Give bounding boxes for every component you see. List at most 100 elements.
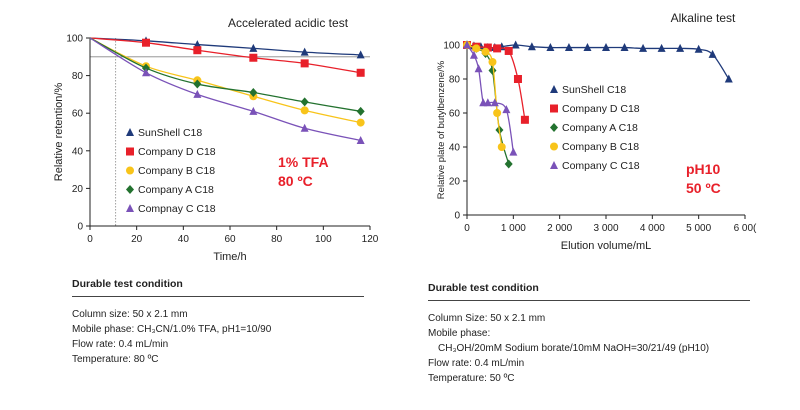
- chart1-legend-label-3: Company B C18: [138, 165, 215, 177]
- chart2-series-line-4: [466, 44, 503, 148]
- chart2-x-tick-label: 0: [464, 223, 470, 234]
- chart2-annotation-2: 50 ºC: [686, 180, 721, 196]
- chart2-series-4-point: [488, 58, 497, 66]
- conditions-right-column: Column Size: 50 x 2.1 mm: [428, 313, 546, 324]
- conditions-right-temperature: Temperature: 50 ºC: [428, 373, 515, 384]
- chart2-legend-marker-4: [550, 142, 558, 151]
- chart2-legend-marker-5: [550, 161, 558, 169]
- chart1-series-line-4: [89, 37, 361, 112]
- chart2-y-tick-label: 20: [449, 177, 461, 188]
- chart2-series-5-point: [469, 50, 478, 59]
- chart1-x-tick-label: 80: [271, 234, 283, 245]
- chart2-series-1-point: [583, 43, 592, 52]
- chart1-annotation-2: 80 ºC: [278, 173, 313, 189]
- chart2-x-axis-label: Elution volume/mL: [561, 240, 652, 252]
- chart2-series-3-point: [488, 66, 497, 75]
- chart1-series-5-point: [356, 135, 365, 144]
- chart1-series-1-point: [249, 43, 258, 52]
- chart2-series-4-point: [497, 143, 506, 151]
- chart1-series-4-point: [300, 97, 309, 107]
- chart2-legend-label-4: Company B C18: [562, 141, 639, 153]
- conditions-right: Durable test condition Column Size: 50 x…: [428, 282, 750, 386]
- chart1-y-axis-label: Relative retention/%: [53, 83, 65, 182]
- chart1-y-tick-label: 20: [72, 184, 84, 195]
- chart2-series-1-point: [724, 74, 733, 83]
- chart2-x-tick-label: 6 00(: [734, 223, 757, 234]
- chart2-series-1-point: [639, 43, 648, 52]
- conditions-left-mobile-phase: Mobile phase: CH₃CN/1.0% TFA, pH1=10/90: [72, 324, 272, 335]
- chart1-legend-marker-1: [126, 128, 134, 136]
- chart2-series-3-point: [504, 159, 513, 169]
- chart2-series-1-point: [676, 43, 685, 52]
- chart1-y-tick-label: 100: [66, 34, 83, 45]
- chart2-series-1-point: [708, 49, 717, 58]
- chart2-x-tick-label: 3 000: [593, 223, 618, 234]
- chart2-title: Alkaline test: [671, 11, 736, 25]
- chart2-series-5-point: [463, 40, 471, 49]
- chart1-title: Accelerated acidic test: [228, 16, 349, 30]
- chart2-series-5-point: [490, 98, 499, 107]
- chart2-legend-label-3: Company A C18: [562, 122, 638, 134]
- chart1-series-2-point: [193, 46, 202, 55]
- chart2-series-1-point: [694, 44, 703, 53]
- chart2-series-1-point: [657, 43, 666, 52]
- chart2-series-1-point: [564, 43, 573, 52]
- chart1-series-5-point: [142, 68, 150, 77]
- chart2-series-1-point: [620, 43, 629, 52]
- chart1-series-1-point: [193, 40, 202, 49]
- conditions-left-heading: Durable test condition: [72, 278, 183, 290]
- chart2-series-2-point: [483, 43, 492, 52]
- conditions-left-flow-rate: Flow rate: 0.4 mL/min: [72, 339, 169, 350]
- chart1-legend-marker-3: [126, 166, 134, 175]
- chart2-y-tick-label: 0: [454, 211, 460, 222]
- charts-canvas: Accelerated acidic test 0 20 40 60 80 100 0 20 40…: [53, 11, 757, 263]
- chart2-y-axis-label: Relative plate of butylbenzene/%: [436, 60, 447, 199]
- chart2-annotation-1: pH10: [686, 161, 720, 177]
- chart1-series-2-point: [356, 68, 365, 77]
- chart2-x-tick-label: 2 000: [547, 223, 572, 234]
- chart1-series-line-3: [89, 37, 361, 124]
- chart1-legend-label-2: Company D C18: [138, 146, 216, 158]
- chart2-legend-marker-1: [550, 85, 558, 93]
- chart2-legend-label-5: Company C C18: [562, 160, 640, 172]
- chart2-series-1-point: [511, 40, 520, 49]
- chart1-y-tick-label: 60: [72, 109, 84, 120]
- conditions-right-mobile-phase-label: Mobile phase:: [428, 328, 491, 339]
- chart2-legend-label-2: Company D C18: [562, 103, 640, 115]
- conditions-right-divider: [428, 300, 750, 301]
- chart2-y-tick-label: 80: [449, 75, 461, 86]
- chart1-series-4-point: [193, 79, 202, 89]
- chart1-series-5-point: [300, 123, 309, 132]
- chart2-legend-marker-3: [550, 123, 558, 132]
- chart2-series-4-point: [493, 109, 502, 117]
- chart2-series-1-point: [527, 42, 536, 51]
- chart1-series-3-point: [300, 106, 309, 115]
- chart1-legend-marker-2: [126, 147, 134, 156]
- chart1-x-tick-label: 0: [87, 234, 93, 245]
- chart1-series-1-point: [300, 47, 309, 56]
- conditions-right-mobile-phase: CH₃OH/20mM Sodium borate/10mM NaOH=30/21…: [438, 343, 710, 354]
- chart2-series-2-point: [504, 46, 513, 55]
- chart1-y-tick-label: 80: [72, 71, 84, 82]
- chart1-x-tick-label: 40: [178, 234, 190, 245]
- chart1-series-line-2: [89, 37, 361, 74]
- chart2-y-tick-label: 60: [449, 109, 461, 120]
- conditions-left-divider: [72, 296, 364, 297]
- conditions-left: Durable test condition Column size: 50 x…: [72, 278, 364, 367]
- chart1-legend-marker-5: [126, 204, 134, 212]
- chart1-series-line-5: [89, 37, 361, 142]
- chart2-series-2-point: [513, 75, 522, 83]
- chart1-series-line-1: [89, 37, 361, 56]
- chart2-x-tick-label: 4 000: [640, 223, 665, 234]
- chart2-series-5-point: [474, 64, 483, 73]
- conditions-right-flow-rate: Flow rate: 0.4 mL/min: [428, 358, 525, 369]
- chart1-series-2-point: [300, 59, 309, 68]
- chart2-series-5-point: [509, 147, 518, 156]
- chart1-legend-marker-4: [126, 185, 134, 194]
- chart2-series-5-point: [483, 98, 492, 107]
- conditions-right-heading: Durable test condition: [428, 282, 539, 294]
- chart2-series-4-point: [481, 47, 490, 56]
- chart1-y-tick-label: 40: [72, 146, 84, 157]
- chart1-x-tick-label: 20: [131, 234, 143, 245]
- chart1-series-3-point: [356, 118, 365, 127]
